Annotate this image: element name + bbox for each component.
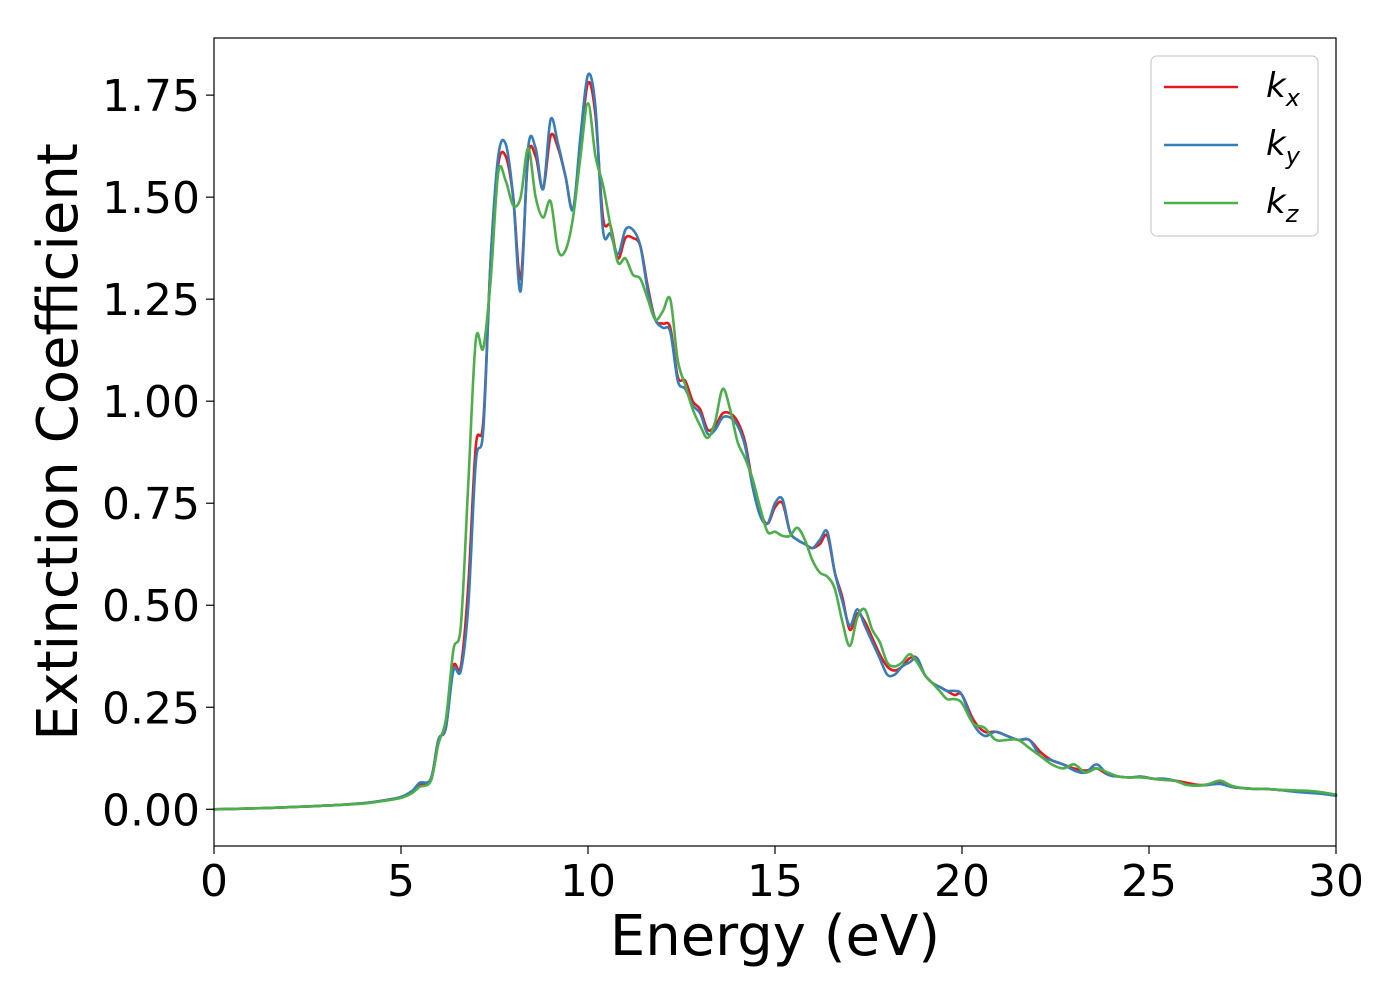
y-tick-label: 1.00	[102, 377, 200, 428]
series-line-z	[212, 101, 1338, 811]
plot-area	[214, 38, 1336, 846]
legend-items: kx ky kz	[1164, 66, 1301, 228]
series-layer	[212, 72, 1338, 811]
y-tick-label: 1.50	[102, 173, 200, 224]
x-tick-label: 5	[387, 856, 415, 907]
legend-label-z: kz	[1266, 182, 1300, 228]
y-tick-label: 0.75	[102, 479, 200, 530]
x-tick-label: 25	[1121, 856, 1177, 907]
x-tick-label: 15	[747, 856, 803, 907]
x-tick-label: 10	[560, 856, 616, 907]
y-axis-label: Extinction Coefficient	[26, 143, 91, 741]
y-tick-label: 0.25	[102, 683, 200, 734]
legend-label-y: ky	[1266, 124, 1301, 170]
x-tick-label: 30	[1308, 856, 1364, 907]
y-tick-label: 0.00	[102, 785, 200, 836]
y-tick-label: 1.75	[102, 71, 200, 122]
legend: kx ky kz	[1150, 55, 1319, 237]
y-tick-label: 1.25	[102, 275, 200, 326]
y-tick-label: 0.50	[102, 581, 200, 632]
x-tick-label: 20	[934, 856, 990, 907]
x-axis: 0 5 10 15 20 25 30	[200, 846, 1364, 907]
y-axis: 0.00 0.25 0.50 0.75 1.00 1.25 1.50 1.75	[102, 71, 214, 836]
x-axis-label: Energy (eV)	[610, 904, 940, 969]
legend-label-x: kx	[1266, 66, 1301, 112]
x-tick-label: 0	[200, 856, 228, 907]
